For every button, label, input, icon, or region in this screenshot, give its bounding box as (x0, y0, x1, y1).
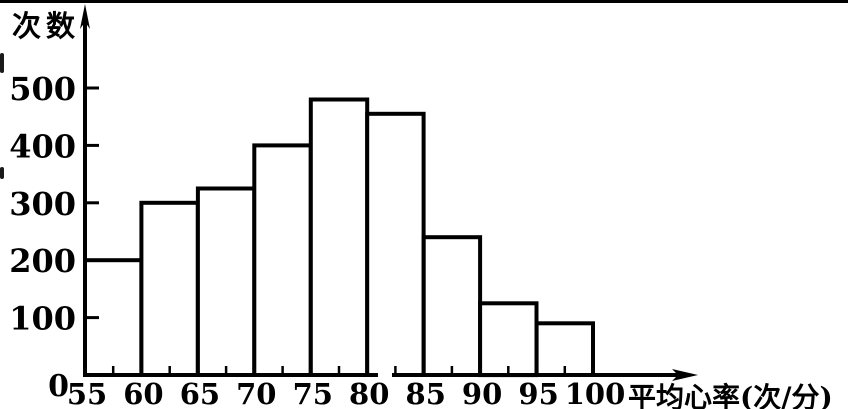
y-tick-label: 300 (9, 185, 76, 223)
x-tick-label: 85 (406, 377, 446, 409)
x-tick-label: 100 (565, 377, 626, 409)
histogram-bar (365, 111, 426, 378)
x-tick-label: 65 (180, 377, 220, 409)
x-tick-label: 55 (67, 377, 107, 409)
x-tick-label: 90 (462, 377, 502, 409)
y-axis-arrowhead (80, 4, 90, 29)
x-tick-label: 75 (293, 377, 333, 409)
x-tick-label: 60 (123, 377, 163, 409)
histogram-bar (421, 235, 483, 377)
scan-noise-mark (0, 53, 4, 73)
scan-gap-artifact (378, 371, 392, 379)
x-axis-arrowhead (672, 369, 698, 381)
x-tick-label: 95 (518, 377, 558, 409)
histogram-bar (308, 97, 370, 377)
y-tick-label: 400 (9, 127, 76, 165)
scan-noise-mark (0, 167, 4, 179)
histogram-bar (252, 143, 313, 377)
histogram-bar (139, 200, 200, 377)
x-axis-title: 平均心率(次/分) (628, 381, 833, 409)
x-tick-label: 70 (236, 377, 276, 409)
y-tick-label: 100 (9, 300, 76, 338)
histogram-bar (478, 301, 539, 378)
y-tick-label: 200 (9, 242, 76, 280)
histogram-bar (195, 186, 257, 377)
x-tick-label: 80 (349, 377, 389, 409)
scan-top-border-line (0, 0, 848, 3)
y-axis-title: 次数 (12, 9, 81, 43)
y-tick-label: 0 (48, 369, 69, 404)
y-tick-label: 500 (9, 70, 76, 108)
